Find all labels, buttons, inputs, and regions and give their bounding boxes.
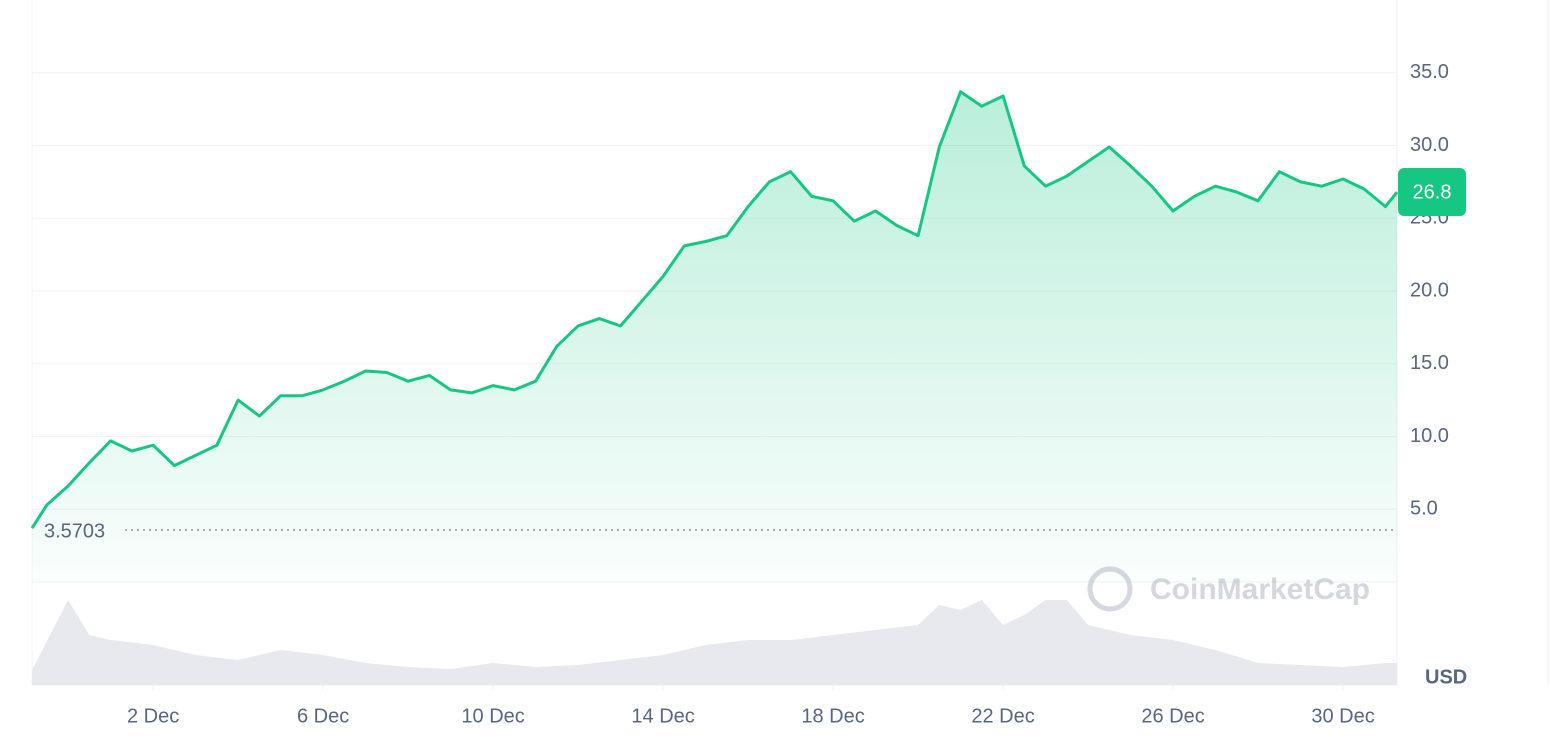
y-tick-label: 15.0 [1410, 352, 1449, 374]
last-price-badge [1398, 168, 1466, 217]
y-tick-label: 35.0 [1410, 61, 1449, 83]
y-tick-label: 30.0 [1410, 134, 1449, 156]
y-tick-label: 20.0 [1410, 279, 1449, 301]
x-tick-label: 2 Dec [127, 705, 179, 727]
x-tick-label: 18 Dec [801, 705, 864, 727]
x-tick-label: 22 Dec [971, 705, 1034, 727]
last-price-label: 26.8 [1413, 181, 1452, 203]
x-tick-label: 26 Dec [1141, 705, 1204, 727]
start-price-label: 3.5703 [44, 520, 105, 542]
y-tick-label: 10.0 [1410, 425, 1449, 447]
x-tick-label: 14 Dec [631, 705, 694, 727]
currency-label: USD [1425, 666, 1467, 688]
x-tick-label: 10 Dec [461, 705, 524, 727]
price-line [30, 90, 1399, 530]
price-area [32, 91, 1397, 582]
y-tick-label: 5.0 [1410, 498, 1438, 520]
x-tick-label: 6 Dec [297, 705, 349, 727]
x-tick-label: 30 Dec [1311, 705, 1374, 727]
volume-area [32, 600, 1397, 685]
